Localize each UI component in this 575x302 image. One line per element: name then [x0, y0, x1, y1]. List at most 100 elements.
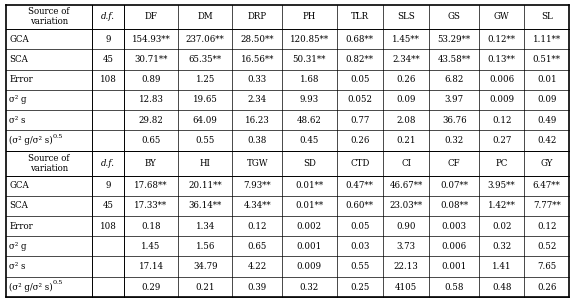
Text: 0.5: 0.5	[53, 280, 63, 285]
Text: 0.38: 0.38	[248, 136, 267, 145]
Text: 237.06**: 237.06**	[186, 35, 225, 44]
Text: 0.51**: 0.51**	[532, 55, 561, 64]
Text: 0.32: 0.32	[492, 242, 511, 251]
Text: 12.83: 12.83	[139, 95, 163, 104]
Text: 0.12**: 0.12**	[488, 35, 516, 44]
Text: 1.45: 1.45	[141, 242, 160, 251]
Text: 9.93: 9.93	[300, 95, 319, 104]
Text: 0.21: 0.21	[196, 283, 215, 292]
Text: 2.08: 2.08	[396, 116, 416, 125]
Text: 120.85**: 120.85**	[290, 35, 329, 44]
Text: 0.60**: 0.60**	[346, 201, 374, 210]
Text: 0.18: 0.18	[141, 222, 161, 231]
Text: GCA: GCA	[9, 35, 29, 44]
Text: 17.33**: 17.33**	[135, 201, 167, 210]
Text: Error: Error	[9, 75, 33, 84]
Text: 0.45: 0.45	[300, 136, 319, 145]
Text: 45: 45	[102, 55, 113, 64]
Text: 36.76: 36.76	[442, 116, 466, 125]
Text: 0.89: 0.89	[141, 75, 160, 84]
Text: 0.49: 0.49	[537, 116, 557, 125]
Text: 48.62: 48.62	[297, 116, 322, 125]
Text: 0.33: 0.33	[248, 75, 267, 84]
Text: 1.45**: 1.45**	[392, 35, 420, 44]
Text: 1.11**: 1.11**	[532, 35, 561, 44]
Text: 0.48: 0.48	[492, 283, 511, 292]
Text: Source of
variation: Source of variation	[28, 153, 70, 173]
Text: 65.35**: 65.35**	[189, 55, 222, 64]
Text: CF: CF	[448, 159, 461, 168]
Text: 0.09: 0.09	[396, 95, 416, 104]
Text: 0.65: 0.65	[141, 136, 160, 145]
Text: 16.56**: 16.56**	[241, 55, 274, 64]
Text: 0.12: 0.12	[492, 116, 511, 125]
Text: 0.21: 0.21	[396, 136, 416, 145]
Text: 30.71**: 30.71**	[134, 55, 168, 64]
Text: 1.56: 1.56	[196, 242, 215, 251]
Text: 0.27: 0.27	[492, 136, 511, 145]
Text: 6.47**: 6.47**	[533, 181, 561, 190]
Text: 0.01**: 0.01**	[296, 201, 324, 210]
Text: 19.65: 19.65	[193, 95, 218, 104]
Text: 0.08**: 0.08**	[440, 201, 468, 210]
Text: 0.07**: 0.07**	[440, 181, 468, 190]
Text: GS: GS	[448, 12, 461, 21]
Text: 36.14**: 36.14**	[189, 201, 222, 210]
Text: 1.68: 1.68	[300, 75, 319, 84]
Text: 4.22: 4.22	[248, 262, 267, 271]
Text: Error: Error	[9, 222, 33, 231]
Text: 0.001: 0.001	[442, 262, 467, 271]
Text: σ² g: σ² g	[9, 242, 26, 251]
Text: 34.79: 34.79	[193, 262, 217, 271]
Text: BY: BY	[145, 159, 157, 168]
Text: GCA: GCA	[9, 181, 29, 190]
Text: SCA: SCA	[9, 201, 28, 210]
Text: 0.002: 0.002	[297, 222, 322, 231]
Text: 0.003: 0.003	[442, 222, 467, 231]
Text: 0.90: 0.90	[396, 222, 416, 231]
Text: 45: 45	[102, 201, 113, 210]
Text: Source of
variation: Source of variation	[28, 7, 70, 27]
Text: 0.12: 0.12	[537, 222, 557, 231]
Text: 17.68**: 17.68**	[134, 181, 168, 190]
Text: 0.006: 0.006	[442, 242, 467, 251]
Text: 0.68**: 0.68**	[346, 35, 374, 44]
Text: 0.32: 0.32	[300, 283, 319, 292]
Text: DRP: DRP	[248, 12, 267, 21]
Text: 0.55: 0.55	[350, 262, 370, 271]
Text: 0.58: 0.58	[444, 283, 464, 292]
Text: CTD: CTD	[350, 159, 370, 168]
Text: 0.52: 0.52	[537, 242, 557, 251]
Text: 16.23: 16.23	[245, 116, 270, 125]
Text: 7.93**: 7.93**	[244, 181, 271, 190]
Text: (σ² g/σ² s): (σ² g/σ² s)	[9, 136, 53, 145]
Text: 2.34: 2.34	[248, 95, 267, 104]
Text: TLR: TLR	[351, 12, 369, 21]
Text: 0.03: 0.03	[350, 242, 370, 251]
Text: 0.65: 0.65	[248, 242, 267, 251]
Text: SLS: SLS	[397, 12, 415, 21]
Text: 0.009: 0.009	[489, 95, 514, 104]
Text: 0.009: 0.009	[297, 262, 322, 271]
Text: 4.34**: 4.34**	[244, 201, 271, 210]
Text: DM: DM	[197, 12, 213, 21]
Text: GY: GY	[540, 159, 553, 168]
Text: 0.55: 0.55	[196, 136, 215, 145]
Text: 28.50**: 28.50**	[240, 35, 274, 44]
Text: 108: 108	[99, 222, 116, 231]
Text: 0.12: 0.12	[248, 222, 267, 231]
Text: 0.006: 0.006	[489, 75, 514, 84]
Text: 0.001: 0.001	[297, 242, 322, 251]
Text: 1.25: 1.25	[196, 75, 215, 84]
Text: SCA: SCA	[9, 55, 28, 64]
Text: 53.29**: 53.29**	[438, 35, 471, 44]
Text: 0.39: 0.39	[248, 283, 267, 292]
Text: 0.26: 0.26	[397, 75, 416, 84]
Text: 3.97: 3.97	[444, 95, 464, 104]
Text: 20.11**: 20.11**	[189, 181, 222, 190]
Text: TGW: TGW	[247, 159, 268, 168]
Text: 0.82**: 0.82**	[346, 55, 374, 64]
Text: 1.34: 1.34	[196, 222, 215, 231]
Text: PC: PC	[496, 159, 508, 168]
Text: 0.09: 0.09	[537, 95, 557, 104]
